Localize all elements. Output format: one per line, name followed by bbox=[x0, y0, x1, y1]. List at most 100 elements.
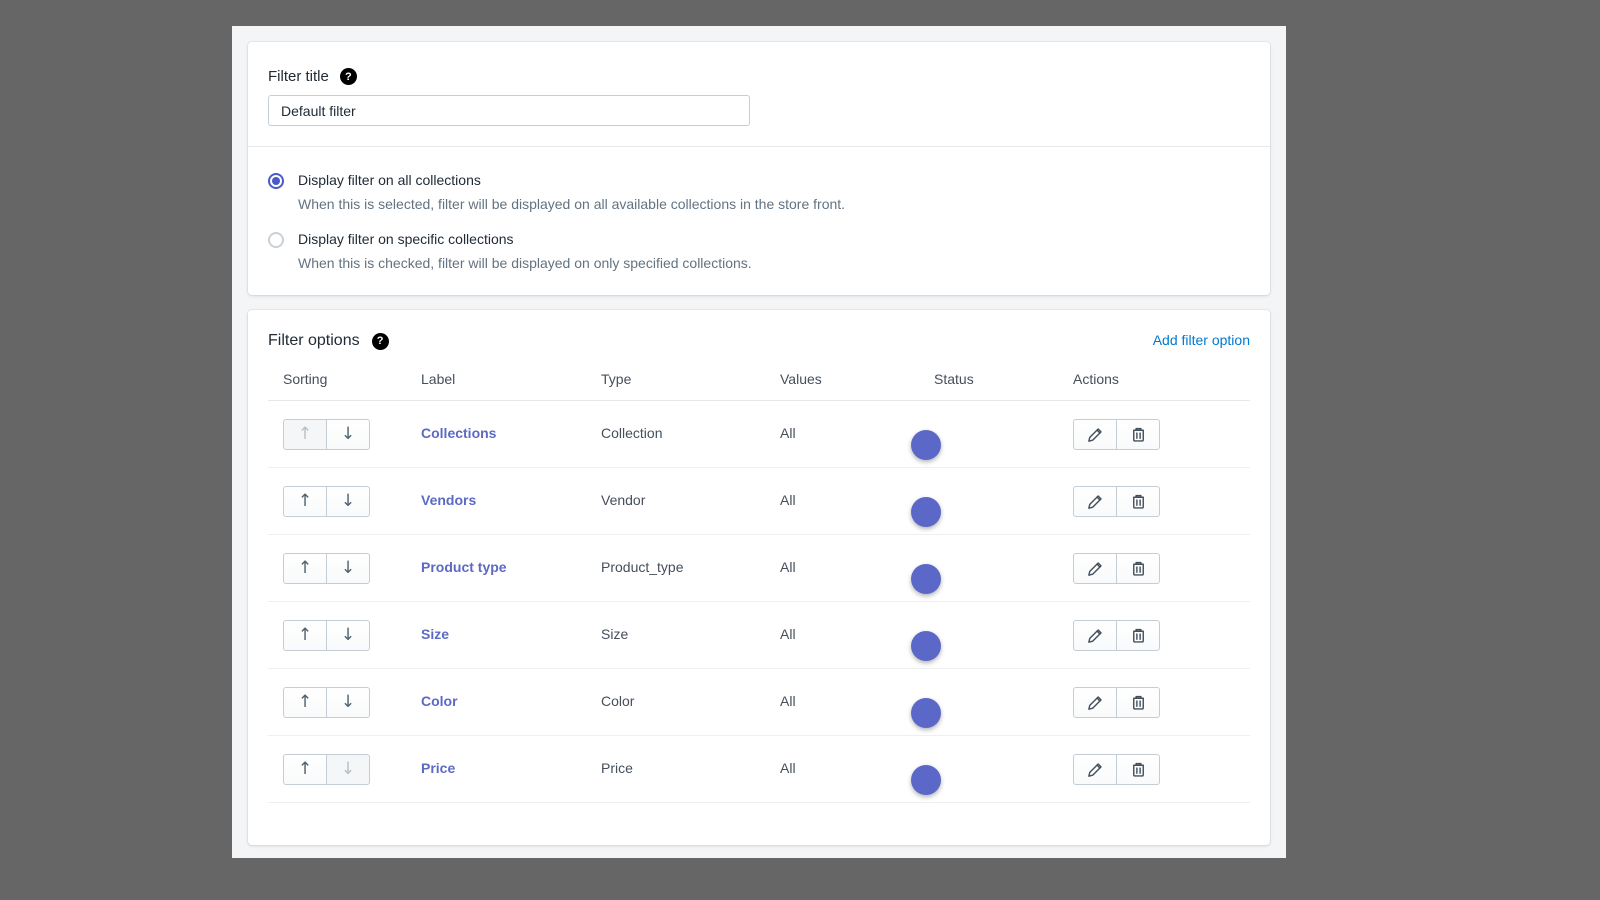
filter-option-values: All bbox=[780, 559, 796, 575]
sorting-controls: ↑ ↓ bbox=[283, 619, 370, 651]
trash-icon bbox=[1132, 695, 1144, 710]
delete-button[interactable] bbox=[1116, 686, 1160, 718]
move-up-button[interactable]: ↑ bbox=[283, 619, 327, 651]
radio-description: When this is selected, filter will be di… bbox=[298, 196, 846, 212]
move-up-button[interactable]: ↑ bbox=[283, 753, 327, 785]
radio-label: Display filter on specific collections bbox=[298, 231, 514, 247]
table-row: ↑ ↓ Color Color All bbox=[268, 669, 1250, 736]
table-row: ↑ ↓ Size Size All bbox=[268, 602, 1250, 669]
arrow-up-icon: ↑ bbox=[297, 423, 313, 444]
delete-button[interactable] bbox=[1116, 552, 1160, 584]
add-filter-option-link[interactable]: Add filter option bbox=[1152, 332, 1250, 348]
edit-button[interactable] bbox=[1073, 418, 1117, 450]
column-header-sorting: Sorting bbox=[283, 371, 328, 387]
arrow-up-icon: ↑ bbox=[297, 557, 313, 578]
trash-icon bbox=[1132, 628, 1144, 643]
row-actions bbox=[1073, 418, 1160, 450]
toggle-knob bbox=[911, 765, 941, 795]
toggle-knob bbox=[911, 430, 941, 460]
filter-title-input[interactable] bbox=[268, 95, 750, 126]
pencil-icon bbox=[1087, 762, 1102, 777]
filter-option-label-link[interactable]: Color bbox=[421, 693, 458, 709]
table-header-row: Sorting Label Type Values Status Actions bbox=[268, 358, 1250, 401]
filter-option-type: Size bbox=[601, 626, 629, 642]
arrow-down-icon: ↓ bbox=[340, 490, 356, 511]
filter-options-table: Sorting Label Type Values Status Actions… bbox=[268, 358, 1250, 803]
filter-options-card: Filter options ? Add filter option Sorti… bbox=[248, 310, 1270, 845]
row-actions bbox=[1073, 753, 1160, 785]
delete-button[interactable] bbox=[1116, 485, 1160, 517]
table-row: ↑ ↓ Vendors Vendor All bbox=[268, 468, 1250, 535]
toggle-knob bbox=[911, 497, 941, 527]
filter-option-type: Collection bbox=[601, 425, 663, 441]
toggle-knob bbox=[911, 631, 941, 661]
toggle-knob bbox=[911, 698, 941, 728]
filter-option-label-link[interactable]: Size bbox=[421, 626, 450, 642]
filter-option-label-link[interactable]: Collections bbox=[421, 425, 497, 441]
move-down-button[interactable]: ↓ bbox=[326, 418, 370, 450]
arrow-down-icon: ↓ bbox=[340, 758, 356, 779]
table-row: ↑ ↓ Price Price All bbox=[268, 736, 1250, 803]
filter-option-label-link[interactable]: Vendors bbox=[421, 492, 477, 508]
arrow-up-icon: ↑ bbox=[297, 624, 313, 645]
move-down-button[interactable]: ↓ bbox=[326, 686, 370, 718]
column-header-actions: Actions bbox=[1073, 371, 1119, 387]
arrow-down-icon: ↓ bbox=[340, 691, 356, 712]
pencil-icon bbox=[1087, 494, 1102, 509]
trash-icon bbox=[1132, 762, 1144, 777]
filter-title-card: Filter title ? Display filter on all col… bbox=[248, 42, 1270, 295]
content-area: Filter title ? Display filter on all col… bbox=[232, 26, 1286, 858]
radio-all-collections[interactable]: Display filter on all collections When t… bbox=[268, 172, 1250, 212]
row-actions bbox=[1073, 552, 1160, 584]
radio-button-icon[interactable] bbox=[268, 173, 284, 189]
help-icon[interactable]: ? bbox=[371, 332, 389, 350]
filter-option-values: All bbox=[780, 492, 796, 508]
table-row: ↑ ↓ Collections Collection All bbox=[268, 401, 1250, 468]
trash-icon bbox=[1132, 494, 1144, 509]
arrow-up-icon: ↑ bbox=[297, 758, 313, 779]
pencil-icon bbox=[1087, 561, 1102, 576]
edit-button[interactable] bbox=[1073, 619, 1117, 651]
radio-specific-collections[interactable]: Display filter on specific collections W… bbox=[268, 231, 1250, 271]
row-actions bbox=[1073, 485, 1160, 517]
row-actions bbox=[1073, 619, 1160, 651]
move-down-button[interactable]: ↓ bbox=[326, 552, 370, 584]
edit-button[interactable] bbox=[1073, 485, 1117, 517]
move-down-button[interactable]: ↓ bbox=[326, 485, 370, 517]
edit-button[interactable] bbox=[1073, 753, 1117, 785]
column-header-label: Label bbox=[421, 371, 456, 387]
filter-option-values: All bbox=[780, 626, 796, 642]
trash-icon bbox=[1132, 427, 1144, 442]
card-divider bbox=[248, 146, 1270, 147]
arrow-down-icon: ↓ bbox=[340, 624, 356, 645]
delete-button[interactable] bbox=[1116, 418, 1160, 450]
move-up-button[interactable]: ↑ bbox=[283, 686, 327, 718]
arrow-up-icon: ↑ bbox=[297, 691, 313, 712]
sorting-controls: ↑ ↓ bbox=[283, 485, 370, 517]
sorting-controls: ↑ ↓ bbox=[283, 753, 370, 785]
delete-button[interactable] bbox=[1116, 753, 1160, 785]
edit-button[interactable] bbox=[1073, 686, 1117, 718]
toggle-knob bbox=[911, 564, 941, 594]
delete-button[interactable] bbox=[1116, 619, 1160, 651]
move-down-button[interactable]: ↓ bbox=[326, 753, 370, 785]
filter-option-values: All bbox=[780, 760, 796, 776]
filter-option-label-link[interactable]: Product type bbox=[421, 559, 507, 575]
filter-option-type: Color bbox=[601, 693, 635, 709]
move-down-button[interactable]: ↓ bbox=[326, 619, 370, 651]
edit-button[interactable] bbox=[1073, 552, 1117, 584]
radio-description: When this is checked, filter will be dis… bbox=[298, 255, 752, 271]
move-up-button[interactable]: ↑ bbox=[283, 485, 327, 517]
column-header-type: Type bbox=[601, 371, 632, 387]
row-actions bbox=[1073, 686, 1160, 718]
filter-option-type: Product_type bbox=[601, 559, 684, 575]
filter-option-label-link[interactable]: Price bbox=[421, 760, 456, 776]
column-header-status: Status bbox=[934, 371, 974, 387]
move-up-button[interactable]: ↑ bbox=[283, 552, 327, 584]
radio-button-icon[interactable] bbox=[268, 232, 284, 248]
help-icon[interactable]: ? bbox=[339, 68, 357, 85]
table-row: ↑ ↓ Product type Product_type All bbox=[268, 535, 1250, 602]
pencil-icon bbox=[1087, 695, 1102, 710]
move-up-button[interactable]: ↑ bbox=[283, 418, 327, 450]
